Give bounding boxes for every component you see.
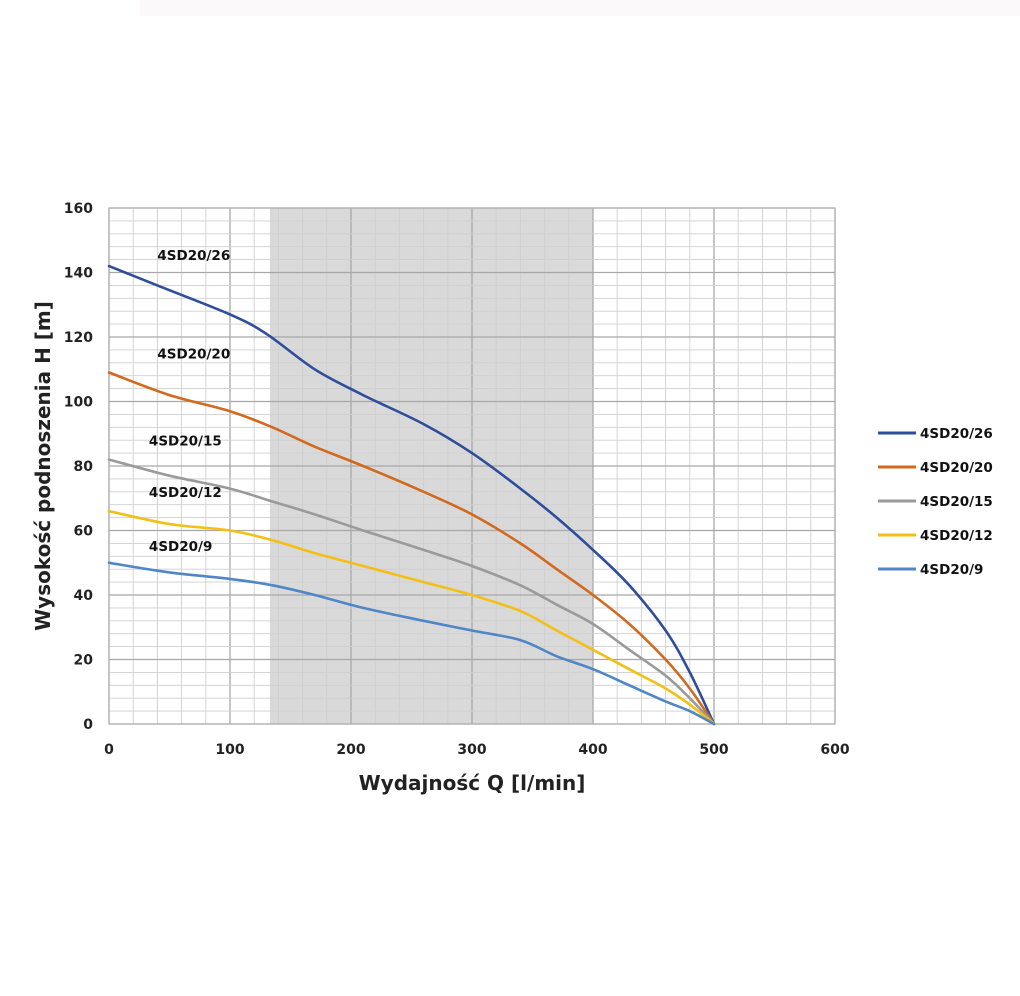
top-band [140, 0, 1020, 16]
legend-label-4sd20-26: 4SD20/26 [920, 426, 993, 442]
legend-label-4sd20-20: 4SD20/20 [920, 460, 993, 476]
plot-border [108, 207, 836, 725]
curve-labels: 4SD20/26 4SD20/20 4SD20/15 4SD20/12 4SD20/9 [149, 248, 230, 555]
curve-label-4sd20-20: 4SD20/20 [157, 346, 230, 362]
y-tick-label: 20 [74, 653, 94, 669]
legend-label-4sd20-15: 4SD20/15 [920, 494, 993, 510]
x-tick-label: 200 [336, 742, 365, 758]
x-axis-title: Wydajność Q [l/min] [359, 771, 586, 795]
y-tick-label: 100 [64, 395, 93, 411]
x-tick-label: 500 [699, 742, 728, 758]
curve-label-4sd20-12: 4SD20/12 [149, 485, 222, 501]
curve-label-4sd20-15: 4SD20/15 [149, 434, 222, 450]
curve-label-4sd20-26: 4SD20/26 [157, 248, 230, 264]
y-tick-label: 140 [64, 266, 93, 282]
x-tick-label: 0 [104, 742, 114, 758]
y-tick-label: 60 [74, 524, 94, 540]
legend-label-4sd20-9: 4SD20/9 [920, 562, 983, 578]
y-tick-label: 80 [74, 459, 94, 475]
y-axis-title: Wysokość podnoszenia H [m] [31, 301, 55, 631]
series-line-4sd20-26 [107, 264, 716, 726]
series-line-4sd20-9 [107, 561, 716, 726]
y-tick-label: 120 [64, 330, 93, 346]
y-tick-label: 0 [83, 717, 93, 733]
series-line-4sd20-15 [107, 458, 716, 726]
curve-label-4sd20-9: 4SD20/9 [149, 539, 212, 555]
legend-label-4sd20-12: 4SD20/12 [920, 528, 993, 544]
series-lines [107, 264, 716, 726]
y-tick-label: 160 [64, 201, 93, 217]
x-tick-label: 400 [578, 742, 607, 758]
y-tick-label: 40 [74, 588, 94, 604]
series-line-4sd20-20 [107, 371, 716, 726]
series-line-4sd20-12 [107, 509, 716, 726]
legend: 4SD20/26 4SD20/20 4SD20/15 4SD20/12 4SD20/9 [878, 426, 993, 578]
grid [108, 207, 836, 725]
tick-labels: 0 100 200 300 400 500 600 0 20 40 60 80 100 120 140 160 [64, 201, 850, 758]
x-tick-label: 600 [820, 742, 849, 758]
x-tick-label: 300 [457, 742, 486, 758]
x-tick-label: 100 [215, 742, 244, 758]
